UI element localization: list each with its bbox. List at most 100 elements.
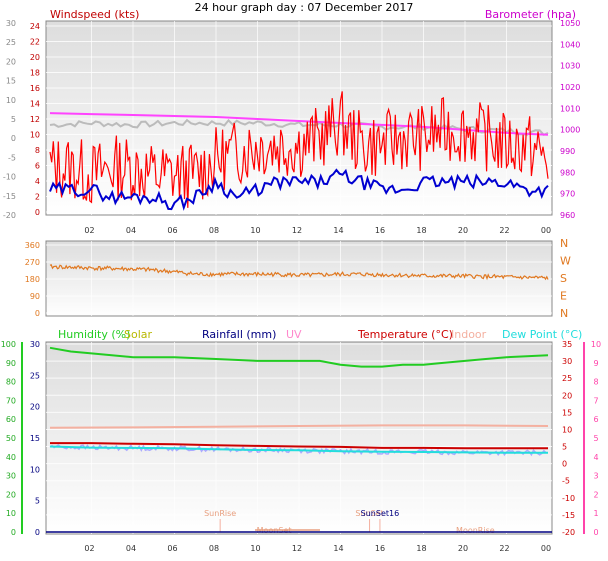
windspeed-tick-label: 22 bbox=[30, 38, 40, 47]
temperature-axis-tick-label: 30 bbox=[562, 357, 572, 366]
wind-x-tick: 12 bbox=[292, 226, 302, 235]
sun-moon-label: SunRise bbox=[204, 509, 236, 518]
uv-axis-tick-label: 5 bbox=[593, 434, 598, 443]
barometer-axis-label: Barometer (hpa) bbox=[485, 8, 576, 21]
climate-x-tick: 12 bbox=[292, 544, 302, 553]
barometer-tick-label: 1020 bbox=[560, 83, 580, 92]
wind-x-tick: 18 bbox=[416, 226, 426, 235]
outer-left-tick-label: 0 bbox=[11, 134, 16, 143]
uv-axis-tick-label: 10 bbox=[591, 340, 601, 349]
climate-x-tick: 02 bbox=[84, 544, 94, 553]
temperature-axis-tick-label: -15 bbox=[562, 511, 575, 520]
barometer-tick-label: 990 bbox=[560, 147, 575, 156]
humidity-axis-tick-label: 10 bbox=[6, 509, 16, 518]
rainfall-axis-tick-label: 20 bbox=[30, 403, 40, 412]
windspeed-tick-label: 16 bbox=[30, 84, 40, 93]
windspeed-tick-label: 6 bbox=[35, 162, 40, 171]
climate-x-tick: 04 bbox=[126, 544, 136, 553]
direction-line bbox=[49, 264, 549, 281]
climate-x-tick: 06 bbox=[167, 544, 177, 553]
rainfall-label: Rainfall (mm) bbox=[202, 328, 276, 341]
windspeed-tick-label: 4 bbox=[35, 177, 40, 186]
uv-axis-tick-label: 4 bbox=[593, 453, 598, 462]
windspeed-tick-label: 18 bbox=[30, 69, 40, 78]
direction-degrees-axis: 360 270 180 90 0 bbox=[25, 241, 40, 318]
wind-x-tick: 16 bbox=[375, 226, 385, 235]
climate-x-axis: 02 04 06 08 10 12 14 16 18 20 22 00 bbox=[84, 544, 551, 553]
uv-axis-tick-label: 3 bbox=[593, 472, 598, 481]
uv-label: UV bbox=[286, 328, 302, 341]
wind-x-axis: 02 04 06 08 10 12 14 16 18 20 22 00 bbox=[84, 226, 551, 235]
uv-axis-tick-label: 8 bbox=[593, 378, 598, 387]
uv-axis-tick-label: 1 bbox=[593, 509, 598, 518]
outer-left-tick-label: 30 bbox=[6, 19, 16, 28]
wind-x-tick: 20 bbox=[458, 226, 468, 235]
temperature-axis-tick-label: 35 bbox=[562, 340, 572, 349]
direction-compass-tick-label: N bbox=[560, 307, 568, 320]
rainfall-axis: 30 25 20 15 10 5 0 bbox=[30, 340, 40, 537]
direction-degrees-tick-label: 90 bbox=[30, 292, 40, 301]
windspeed-tick-label: 8 bbox=[35, 146, 40, 155]
temperature-axis-tick-label: 25 bbox=[562, 374, 572, 383]
windspeed-tick-label: 2 bbox=[35, 193, 40, 202]
rainfall-axis-tick-label: 0 bbox=[35, 528, 40, 537]
direction-degrees-tick-label: 0 bbox=[35, 309, 40, 318]
rainfall-axis-tick-label: 5 bbox=[35, 497, 40, 506]
humidity-axis-tick-label: 100 bbox=[1, 340, 16, 349]
wind-x-tick: 14 bbox=[333, 226, 343, 235]
outer-left-tick-label: 5 bbox=[11, 115, 16, 124]
uv-axis-tick-label: 2 bbox=[593, 490, 598, 499]
climate-x-tick: 08 bbox=[209, 544, 219, 553]
temperature-axis-tick-label: 20 bbox=[562, 391, 572, 400]
humidity-axis-tick-label: 20 bbox=[6, 490, 16, 499]
climate-x-tick: 16 bbox=[375, 544, 385, 553]
barometer-axis: 1050 1040 1030 1020 1010 1000 990 980 970 960 bbox=[560, 19, 580, 220]
humidity-axis-tick-label: 60 bbox=[6, 415, 16, 424]
uv-axis-tick-label: 6 bbox=[593, 415, 598, 424]
outer-left-tick-label: -5 bbox=[8, 153, 16, 162]
dewpoint-line bbox=[49, 445, 548, 454]
gray-line bbox=[49, 118, 549, 137]
sun-moon-label: SunSet bbox=[355, 509, 383, 518]
direction-compass-tick-label: N bbox=[560, 237, 568, 250]
temperature-axis-tick-label: 0 bbox=[562, 460, 567, 469]
wind-x-tick: 06 bbox=[167, 226, 177, 235]
outer-left-tick-label: -15 bbox=[3, 192, 16, 201]
sun-moon-label: SunSet16 bbox=[361, 509, 400, 518]
wind-series bbox=[49, 91, 549, 211]
humidity-axis-tick-label: 50 bbox=[6, 434, 16, 443]
uv-axis-tick-label: 7 bbox=[593, 396, 598, 405]
barometer-tick-label: 1040 bbox=[560, 40, 580, 49]
barometer-tick-label: 1010 bbox=[560, 104, 580, 113]
climate-x-tick: 22 bbox=[499, 544, 509, 553]
wind-x-tick: 02 bbox=[84, 226, 94, 235]
temperature-axis-tick-label: -20 bbox=[562, 528, 575, 537]
humidity-axis-tick-label: 40 bbox=[6, 453, 16, 462]
windspeed-tick-label: 0 bbox=[35, 208, 40, 217]
outer-left-tick-label: -20 bbox=[3, 211, 16, 220]
outer-left-tick-label: 15 bbox=[6, 77, 16, 86]
climate-x-tick: 20 bbox=[458, 544, 468, 553]
humidity-line bbox=[49, 346, 549, 368]
wind-x-tick: 10 bbox=[250, 226, 260, 235]
barometer-tick-label: 1030 bbox=[560, 62, 580, 71]
direction-series bbox=[49, 264, 549, 281]
barometer-line bbox=[49, 112, 549, 136]
climate-x-tick: 18 bbox=[416, 544, 426, 553]
temperature-axis-tick-label: -10 bbox=[562, 494, 575, 503]
direction-compass-tick-label: S bbox=[560, 272, 567, 285]
humidity-axis-tick-label: 80 bbox=[6, 378, 16, 387]
windspeed-line bbox=[49, 168, 549, 211]
climate-x-tick: 10 bbox=[250, 544, 260, 553]
windspeed-tick-label: 24 bbox=[30, 22, 40, 31]
direction-compass-tick-label: E bbox=[560, 290, 567, 303]
windspeed-tick-label: 20 bbox=[30, 53, 40, 62]
rainfall-axis-tick-label: 25 bbox=[30, 371, 40, 380]
outer-left-tick-label: 25 bbox=[6, 38, 16, 47]
solar-label: Solar bbox=[124, 328, 153, 341]
temperature-label: Temperature (°C) bbox=[357, 328, 453, 341]
direction-degrees-tick-label: 270 bbox=[25, 258, 40, 267]
